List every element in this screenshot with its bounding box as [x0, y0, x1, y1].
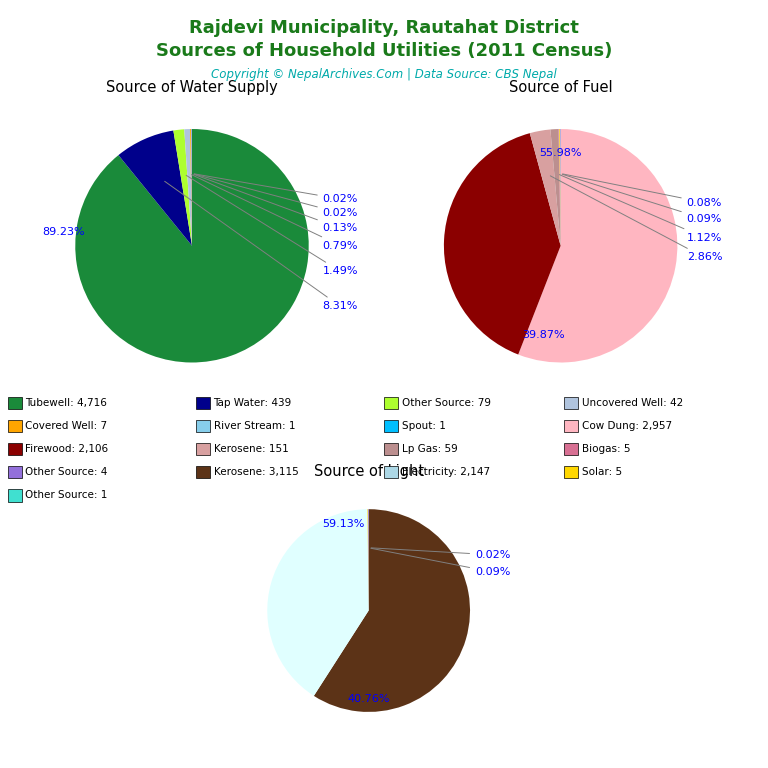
Wedge shape [518, 129, 677, 362]
Text: 0.02%: 0.02% [194, 174, 358, 218]
Text: Lp Gas: 59: Lp Gas: 59 [402, 444, 458, 455]
Text: Solar: 5: Solar: 5 [582, 467, 622, 478]
Text: 40.76%: 40.76% [347, 694, 390, 703]
Text: Kerosene: 151: Kerosene: 151 [214, 444, 288, 455]
Wedge shape [267, 509, 369, 696]
Text: 0.02%: 0.02% [194, 174, 358, 204]
Wedge shape [184, 129, 192, 246]
Text: Sources of Household Utilities (2011 Census): Sources of Household Utilities (2011 Cen… [156, 42, 612, 60]
Wedge shape [551, 129, 561, 246]
Text: Rajdevi Municipality, Rautahat District: Rajdevi Municipality, Rautahat District [189, 19, 579, 37]
Wedge shape [530, 130, 561, 246]
Title: Source of Water Supply: Source of Water Supply [106, 80, 278, 94]
Title: Source of Fuel: Source of Fuel [509, 80, 612, 94]
Title: Source of Light: Source of Light [313, 464, 424, 478]
Text: River Stream: 1: River Stream: 1 [214, 421, 295, 432]
Text: 0.79%: 0.79% [191, 174, 358, 251]
Text: Other Source: 4: Other Source: 4 [25, 467, 108, 478]
Text: 0.08%: 0.08% [563, 174, 722, 207]
Text: Copyright © NepalArchives.Com | Data Source: CBS Nepal: Copyright © NepalArchives.Com | Data Sou… [211, 68, 557, 81]
Text: 89.23%: 89.23% [42, 227, 84, 237]
Text: 0.09%: 0.09% [371, 548, 511, 577]
Text: Other Source: 1: Other Source: 1 [25, 490, 108, 501]
Wedge shape [118, 131, 192, 246]
Text: Electricity: 2,147: Electricity: 2,147 [402, 467, 490, 478]
Wedge shape [444, 133, 561, 355]
Text: Uncovered Well: 42: Uncovered Well: 42 [582, 398, 684, 409]
Text: Cow Dung: 2,957: Cow Dung: 2,957 [582, 421, 672, 432]
Text: 55.98%: 55.98% [539, 148, 582, 158]
Text: 2.86%: 2.86% [551, 176, 722, 263]
Wedge shape [558, 129, 561, 246]
Text: Biogas: 5: Biogas: 5 [582, 444, 631, 455]
Text: Tap Water: 439: Tap Water: 439 [214, 398, 292, 409]
Text: 1.49%: 1.49% [186, 175, 358, 276]
Text: Spout: 1: Spout: 1 [402, 421, 445, 432]
Text: Covered Well: 7: Covered Well: 7 [25, 421, 108, 432]
Text: 0.13%: 0.13% [194, 174, 358, 233]
Wedge shape [174, 129, 192, 246]
Wedge shape [314, 509, 470, 712]
Text: 59.13%: 59.13% [322, 519, 365, 529]
Text: 8.31%: 8.31% [164, 181, 358, 312]
Text: Other Source: 79: Other Source: 79 [402, 398, 491, 409]
Text: Kerosene: 3,115: Kerosene: 3,115 [214, 467, 298, 478]
Wedge shape [367, 509, 369, 611]
Text: 0.02%: 0.02% [371, 548, 511, 560]
Wedge shape [191, 129, 192, 246]
Text: 0.09%: 0.09% [562, 174, 722, 224]
Text: 1.12%: 1.12% [559, 174, 722, 243]
Text: 39.87%: 39.87% [521, 329, 564, 339]
Wedge shape [559, 129, 561, 246]
Wedge shape [191, 129, 192, 246]
Text: Tubewell: 4,716: Tubewell: 4,716 [25, 398, 108, 409]
Wedge shape [75, 129, 309, 362]
Wedge shape [190, 129, 192, 246]
Text: Firewood: 2,106: Firewood: 2,106 [25, 444, 108, 455]
